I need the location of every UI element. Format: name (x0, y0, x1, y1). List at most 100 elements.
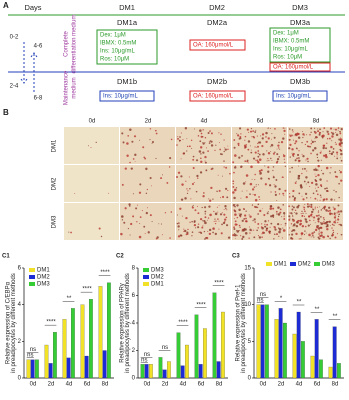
column-label: 8d (313, 119, 320, 125)
stain (233, 196, 236, 200)
stain (282, 127, 285, 129)
component: Dex: 1μM (100, 33, 126, 39)
stain (257, 155, 260, 158)
y-tick-label: 4 (132, 321, 136, 327)
stain (254, 131, 257, 133)
stain (240, 197, 242, 199)
stain (275, 210, 278, 213)
stain (312, 235, 314, 237)
significance: ns (30, 347, 36, 353)
stain (202, 195, 205, 198)
stain (292, 189, 295, 193)
stain (325, 222, 327, 225)
stain (145, 167, 148, 171)
stain (336, 233, 339, 235)
stain (196, 205, 198, 207)
stain (233, 171, 235, 174)
stain (284, 165, 287, 167)
stain (338, 138, 341, 141)
stain (298, 157, 300, 159)
bar (140, 364, 145, 379)
stain (213, 210, 215, 213)
stain (218, 228, 220, 230)
header: DM1 (119, 3, 135, 12)
bar (98, 286, 103, 379)
stain (289, 143, 292, 147)
stain (331, 223, 334, 226)
stain (223, 213, 226, 216)
stain (304, 203, 306, 205)
stain (310, 181, 314, 184)
stain (193, 224, 197, 227)
stain (288, 134, 290, 136)
stain (302, 133, 305, 136)
stain (327, 236, 329, 238)
stain (288, 215, 291, 218)
stain (204, 155, 207, 159)
stain (280, 224, 282, 226)
stain (307, 224, 310, 227)
stain (240, 133, 242, 135)
stain (295, 232, 298, 236)
stain (306, 157, 309, 160)
stain (306, 203, 309, 205)
stain (301, 168, 304, 170)
x-tick-label: 8d (102, 382, 109, 388)
stain (314, 208, 316, 210)
stain (267, 170, 270, 173)
stain (320, 227, 322, 229)
stain (274, 185, 277, 188)
stain (223, 209, 225, 211)
stain (256, 159, 259, 162)
stain (251, 188, 255, 191)
stain (232, 161, 235, 164)
stain (267, 127, 270, 129)
stain (296, 220, 299, 222)
stain (292, 215, 294, 217)
stain (265, 229, 268, 232)
stain (204, 213, 207, 215)
stain (288, 218, 291, 221)
y-tick-label: 5 (248, 339, 252, 345)
stain (301, 224, 305, 228)
stain (337, 218, 340, 221)
stain (177, 136, 179, 138)
bar (48, 363, 53, 379)
stain (332, 206, 334, 208)
stain (149, 128, 152, 130)
stain (151, 140, 155, 144)
stain (130, 167, 133, 170)
stain (310, 213, 313, 216)
component: Ros: 10μM (273, 55, 302, 61)
stain (121, 219, 124, 221)
stain (292, 195, 295, 198)
stain (246, 128, 249, 131)
stain (305, 197, 308, 199)
stain (301, 223, 303, 225)
legend-swatch (143, 275, 149, 279)
stain (221, 223, 223, 226)
stain (336, 155, 338, 157)
bar (70, 308, 75, 379)
stain (121, 132, 124, 135)
stain (310, 131, 312, 133)
row-label-group: DM3 (52, 215, 58, 228)
stain (309, 146, 312, 148)
stain (254, 198, 258, 202)
stain (260, 226, 263, 229)
stain (328, 212, 332, 215)
stain (311, 140, 314, 144)
stain (123, 221, 126, 224)
stain (269, 207, 273, 210)
stain (256, 145, 259, 148)
stain (176, 222, 179, 225)
stain (257, 184, 259, 186)
stain (179, 136, 181, 138)
stain (242, 182, 246, 185)
box (189, 39, 246, 51)
stain (317, 164, 320, 168)
significance: ns (144, 352, 150, 358)
significance: ** (315, 307, 320, 313)
stain (315, 168, 318, 172)
bar (88, 299, 93, 379)
